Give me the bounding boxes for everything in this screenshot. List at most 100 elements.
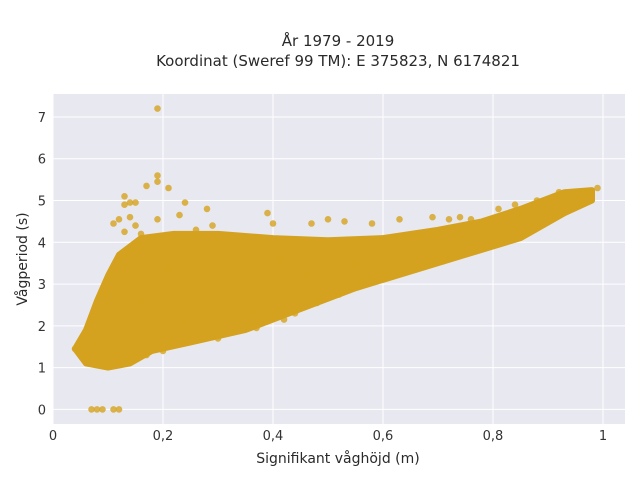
scatter-point [522, 230, 530, 238]
scatter-point [440, 257, 447, 265]
scatter-point [132, 199, 139, 206]
scatter-point [137, 230, 145, 238]
scatter-point [396, 216, 403, 223]
scatter-point [456, 213, 464, 221]
scatter-point [154, 178, 161, 185]
x-tick-label: 1 [599, 429, 607, 444]
scatter-point [495, 205, 502, 213]
scatter-point [165, 264, 172, 271]
scatter-point [324, 216, 332, 223]
y-tick-label: 5 [38, 195, 46, 210]
scatter-point [374, 243, 381, 250]
y-axis-label: Vågperiod (s) [14, 212, 31, 305]
scatter-point [154, 172, 161, 179]
scatter-point [126, 358, 134, 365]
scatter-point [385, 274, 392, 282]
y-tick-label: 4 [38, 236, 46, 251]
y-tick-label: 3 [38, 278, 46, 293]
x-tick-label: 0,2 [153, 429, 174, 444]
x-tick-label: 0,6 [373, 429, 394, 444]
scatter-point [132, 222, 139, 229]
y-tick-label: 7 [38, 111, 46, 126]
scatter-point [181, 199, 189, 206]
scatter-point [247, 310, 255, 317]
scatter-point [143, 351, 150, 359]
scatter-point [198, 289, 205, 296]
scatter-point [82, 351, 90, 359]
scatter-point [269, 220, 277, 227]
x-tick-label: 0,8 [483, 429, 504, 444]
y-tick-labels: 0 1 2 3 4 5 6 7 [38, 111, 46, 418]
scatter-point [555, 188, 563, 196]
scatter-point [209, 222, 216, 229]
scatter-point [203, 205, 211, 213]
scatter-point [154, 216, 161, 223]
scatter-point [121, 314, 128, 321]
scatter-point [308, 220, 315, 227]
scatter-point [126, 213, 134, 221]
scatter-point [99, 406, 106, 413]
scatter-point [352, 259, 359, 267]
scatter-point [121, 201, 128, 208]
scatter-point [93, 406, 101, 413]
scatter-point [335, 291, 343, 298]
y-tick-label: 1 [38, 362, 46, 377]
scatter-point [99, 289, 106, 296]
scatter-point [291, 310, 299, 317]
scatter-point [88, 406, 95, 413]
scatter-point [154, 105, 161, 112]
scatter-point [275, 255, 282, 263]
chart-title-line-1: År 1979 - 2019 [282, 31, 395, 50]
scatter-point [577, 201, 585, 208]
y-tick-label: 6 [38, 153, 46, 168]
scatter-point [429, 213, 436, 221]
scatter-point [594, 184, 601, 192]
scatter-point [93, 305, 101, 313]
scatter-point [115, 358, 123, 365]
y-tick-label: 0 [38, 403, 46, 418]
scatter-point [484, 243, 491, 250]
scatter-point [181, 318, 189, 326]
scatter-point [302, 272, 310, 280]
scatter-point [511, 201, 519, 208]
x-tick-label: 0,4 [263, 429, 284, 444]
scatter-point [115, 216, 123, 223]
scatter-point [110, 220, 117, 227]
scatter-point [192, 226, 200, 234]
scatter-point [121, 228, 128, 236]
scatter-point [412, 266, 420, 273]
scatter-point [264, 209, 271, 217]
scatter-point [143, 182, 150, 190]
scatter-point [77, 345, 84, 353]
scatter-point [280, 316, 288, 323]
scatter-point [165, 184, 172, 192]
scatter-point [445, 216, 453, 223]
scatter-point [121, 193, 128, 200]
scatter-point [126, 199, 134, 206]
scatter-point [137, 297, 145, 305]
x-axis-label: Signifikant våghöjd (m) [256, 450, 419, 467]
scatter-point [533, 197, 541, 204]
scatter-point [253, 324, 260, 332]
y-tick-label: 2 [38, 320, 46, 335]
scatter-point [467, 216, 475, 223]
scatter-point [407, 251, 414, 259]
scatter-point [88, 339, 95, 346]
scatter-points [71, 105, 601, 413]
chart-title-line-2: Koordinat (Sweref 99 TM): E 375823, N 61… [156, 52, 520, 70]
scatter-point [368, 220, 376, 227]
scatter-point [110, 406, 117, 413]
scatter-point [159, 347, 167, 355]
scatter-point [313, 299, 321, 307]
scatter-point [104, 360, 112, 367]
x-tick-label: 0 [49, 429, 57, 444]
scatter-point [231, 301, 238, 309]
scatter-point [214, 335, 222, 342]
scatter-point [115, 406, 123, 413]
scatter-point [583, 188, 590, 196]
scatter-point [550, 213, 557, 221]
scatter-point [176, 211, 183, 219]
scatter-point [572, 188, 579, 196]
scatter-point [341, 218, 348, 225]
